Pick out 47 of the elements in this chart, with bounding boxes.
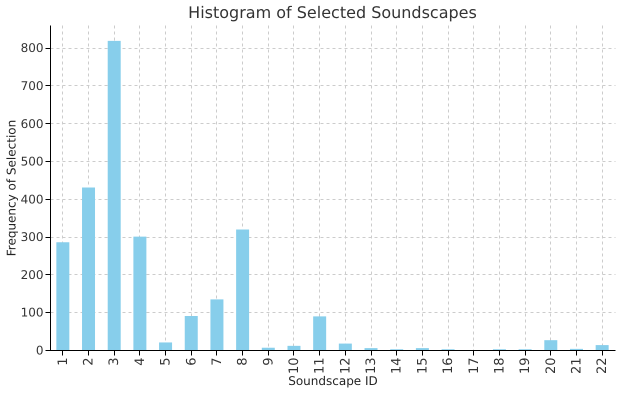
bar xyxy=(596,345,609,350)
x-tick-label: 19 xyxy=(518,358,534,374)
x-tick-label: 2 xyxy=(82,358,97,366)
bar xyxy=(133,236,146,350)
x-tick-label: 8 xyxy=(236,358,251,366)
bar xyxy=(236,229,250,350)
x-tick-label: 6 xyxy=(184,358,200,366)
bar xyxy=(287,346,300,350)
x-tick-label: 15 xyxy=(415,358,430,374)
x-tick-label: 22 xyxy=(595,358,610,374)
bar xyxy=(56,242,70,350)
y-axis-title: Frequency of Selection xyxy=(4,120,19,256)
x-tick-label: 14 xyxy=(390,358,405,374)
bar xyxy=(184,316,198,350)
y-tick-label: 0 xyxy=(36,344,44,358)
x-tick-label: 4 xyxy=(132,358,148,366)
y-tick-label: 800 xyxy=(20,41,44,56)
bar xyxy=(108,40,121,350)
bar xyxy=(313,316,326,350)
x-tick-label: 1 xyxy=(56,358,71,366)
x-tick-label: 18 xyxy=(492,358,508,374)
x-tick-label: 9 xyxy=(261,358,276,366)
bar xyxy=(544,340,558,350)
x-tick-label: 3 xyxy=(107,358,122,366)
x-tick-label: 10 xyxy=(286,358,302,374)
x-tick-label: 11 xyxy=(312,358,328,374)
y-tick-label: 500 xyxy=(20,154,44,169)
bar xyxy=(210,299,224,350)
x-tick-label: 17 xyxy=(466,358,482,374)
x-axis-title: Soundscape ID xyxy=(288,374,378,388)
x-tick-label: 16 xyxy=(441,358,456,374)
x-tick-label: 21 xyxy=(569,358,584,374)
bar xyxy=(82,188,96,350)
bar xyxy=(159,342,172,350)
bar xyxy=(338,344,352,350)
chart-title: Histogram of Selected Soundscapes xyxy=(188,3,477,22)
x-tick-label: 5 xyxy=(158,358,174,366)
y-tick-label: 400 xyxy=(20,192,44,206)
y-tick-label: 300 xyxy=(20,230,44,244)
y-tick-label: 700 xyxy=(20,78,44,93)
y-tick-label: 100 xyxy=(20,306,44,320)
x-tick-label: 20 xyxy=(544,358,559,374)
y-tick-label: 200 xyxy=(20,268,44,282)
y-tick-label: 600 xyxy=(20,116,44,131)
x-tick-label: 12 xyxy=(338,358,354,374)
x-tick-label: 13 xyxy=(364,358,380,374)
x-tick-label: 7 xyxy=(210,358,225,366)
